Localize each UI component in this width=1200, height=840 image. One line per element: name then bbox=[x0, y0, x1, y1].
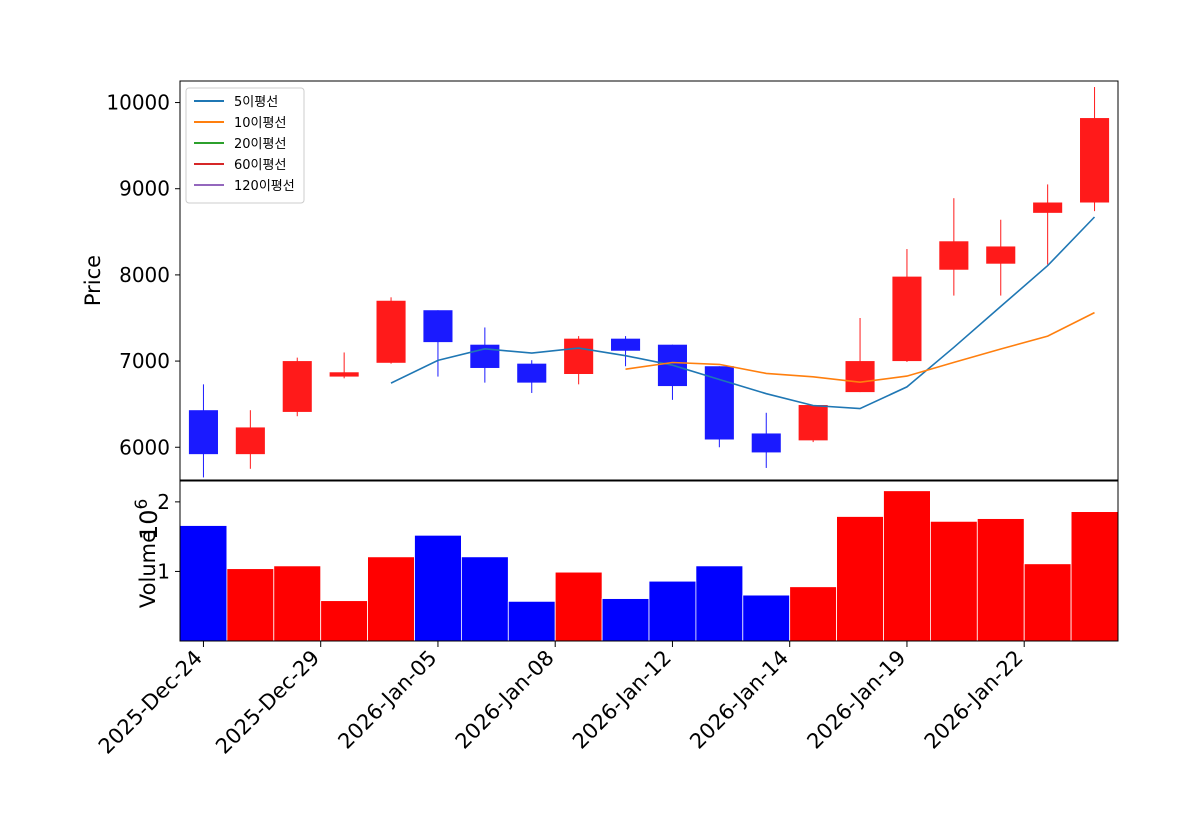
volume-bar bbox=[930, 520, 978, 642]
x-axis: 2025-Dec-24 2025-Dec-29 2026-Jan-05 2026-Ja… bbox=[94, 641, 1028, 759]
x-tick-label: 2026-Jan-08 bbox=[451, 646, 559, 754]
volume-axis-label: Volume bbox=[136, 530, 160, 608]
legend-label: 60이평선 bbox=[234, 158, 286, 173]
volume-bar bbox=[836, 516, 884, 642]
candle-body bbox=[188, 410, 218, 455]
legend-label: 5이평선 bbox=[234, 95, 278, 110]
price-axis-label: Price bbox=[81, 255, 105, 306]
price-plot-area bbox=[180, 81, 1118, 480]
volume-bar bbox=[414, 534, 462, 642]
candle-body bbox=[1080, 118, 1110, 203]
volume-bar bbox=[1023, 563, 1072, 642]
volume-bar bbox=[742, 594, 791, 642]
x-tick-label: 2025-Dec-29 bbox=[211, 646, 324, 759]
price-panel: 6000 7000 8000 9000 10000 Price bbox=[81, 80, 1119, 481]
x-tick-label: 2025-Dec-24 bbox=[94, 646, 207, 759]
legend: 5이평선 10이평선 20이평선 60이평선 120이평선 bbox=[185, 87, 305, 204]
volume-bar bbox=[695, 565, 744, 642]
candle-body bbox=[376, 300, 406, 363]
x-tick-label: 2026-Jan-22 bbox=[920, 646, 1028, 754]
price-panel-border bbox=[179, 80, 1119, 481]
legend-label: 10이평선 bbox=[234, 116, 286, 131]
candle-body bbox=[517, 363, 547, 383]
candle-body bbox=[892, 276, 922, 362]
x-tick-label: 2026-Jan-19 bbox=[802, 646, 910, 754]
volume-bar bbox=[601, 598, 650, 642]
ma5-line bbox=[390, 216, 1096, 410]
candle-body bbox=[423, 310, 453, 343]
candle-body bbox=[704, 366, 734, 440]
volume-tick-label: 2 bbox=[157, 490, 170, 514]
volume-bar bbox=[460, 556, 509, 642]
volume-bar bbox=[507, 600, 556, 642]
price-tick-label: 7000 bbox=[119, 349, 170, 373]
candle-body bbox=[845, 361, 875, 393]
volume-bar bbox=[320, 600, 369, 642]
candle-body bbox=[282, 361, 312, 412]
volume-tick-label: 1 bbox=[157, 559, 170, 583]
volume-bar bbox=[976, 518, 1025, 642]
x-tick-label: 2026-Jan-12 bbox=[568, 646, 676, 754]
legend-box bbox=[185, 87, 305, 204]
candle-body bbox=[329, 372, 359, 377]
legend-label: 120이평선 bbox=[234, 179, 295, 194]
candle-body bbox=[564, 338, 594, 375]
volume-offset-base: 10 bbox=[135, 509, 163, 540]
volume-bar bbox=[1070, 511, 1119, 642]
x-tick-label: 2026-Jan-05 bbox=[333, 646, 441, 754]
volume-offset-power: 6 bbox=[132, 499, 152, 510]
volume-offset-text: 106 bbox=[132, 499, 163, 540]
volume-bar bbox=[789, 586, 838, 642]
x-tick-label: 2026-Jan-14 bbox=[685, 646, 793, 754]
candle-body bbox=[986, 246, 1016, 264]
volume-panel-border bbox=[179, 480, 1119, 642]
volume-bar bbox=[273, 565, 322, 642]
candle-body bbox=[798, 405, 828, 441]
candle-body bbox=[1033, 202, 1063, 213]
price-tick-label: 9000 bbox=[119, 177, 170, 201]
volume-bar bbox=[554, 571, 603, 642]
candle-body bbox=[751, 433, 781, 453]
price-tick-label: 10000 bbox=[106, 91, 170, 115]
volume-bar bbox=[883, 490, 931, 642]
price-tick-label: 8000 bbox=[119, 263, 170, 287]
candle-body bbox=[235, 427, 265, 455]
volume-bar bbox=[226, 568, 275, 642]
volume-bar bbox=[648, 580, 697, 642]
ma10-line bbox=[625, 311, 1095, 384]
price-tick-label: 6000 bbox=[119, 435, 170, 459]
volume-bar bbox=[179, 525, 228, 642]
candle-body bbox=[939, 241, 969, 270]
volume-bar bbox=[367, 556, 415, 642]
candle-body bbox=[611, 338, 641, 351]
legend-label: 20이평선 bbox=[234, 137, 286, 152]
